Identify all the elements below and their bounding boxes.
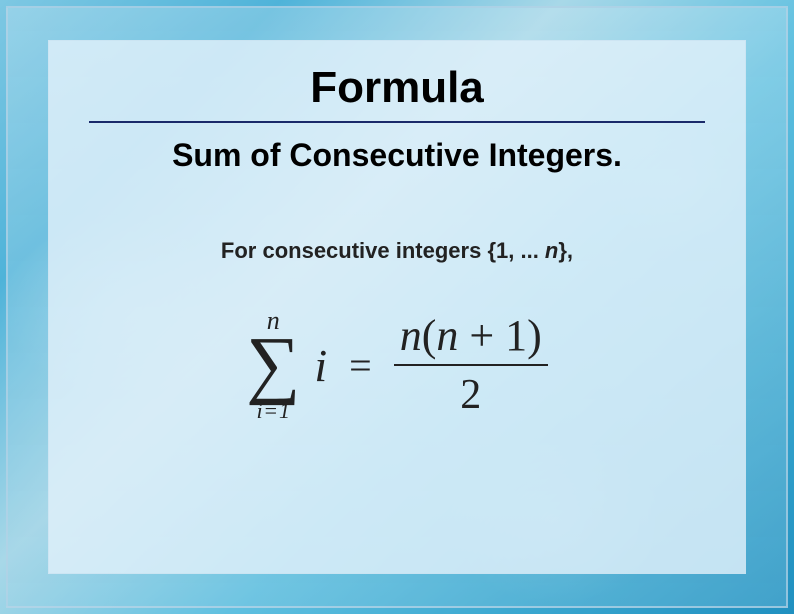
card-subtitle: Sum of Consecutive Integers.	[172, 137, 622, 174]
sigma-lower-var: i	[256, 398, 262, 423]
formula-description: For consecutive integers {1, ... n},	[221, 238, 573, 264]
equals-sign: =	[339, 342, 382, 389]
desc-prefix: For consecutive integers {1, ...	[221, 238, 545, 263]
title-rule	[89, 121, 705, 123]
numerator: n(n + 1)	[394, 312, 548, 364]
formula-card: Formula Sum of Consecutive Integers. For…	[48, 40, 746, 574]
sigma-block: n ∑ i=1	[246, 308, 300, 422]
summation-formula: n ∑ i=1 i = n(n + 1) 2	[246, 308, 548, 422]
num-open-paren: (	[422, 311, 437, 360]
sigma-lower-eq: =	[263, 398, 279, 423]
num-one: 1	[505, 311, 527, 360]
num-plus: +	[458, 311, 505, 360]
sigma-lower-val: 1	[279, 398, 290, 423]
num-n2: n	[436, 311, 458, 360]
desc-suffix: },	[558, 238, 573, 263]
card-title: Formula	[310, 63, 484, 113]
num-close-paren: )	[527, 311, 542, 360]
fraction: n(n + 1) 2	[394, 312, 548, 419]
sigma-symbol: ∑	[246, 330, 300, 398]
sigma-lower-limit: i=1	[256, 400, 290, 422]
desc-var-n: n	[545, 238, 558, 263]
num-n1: n	[400, 311, 422, 360]
summand-i: i	[314, 339, 327, 392]
denominator: 2	[460, 366, 481, 418]
